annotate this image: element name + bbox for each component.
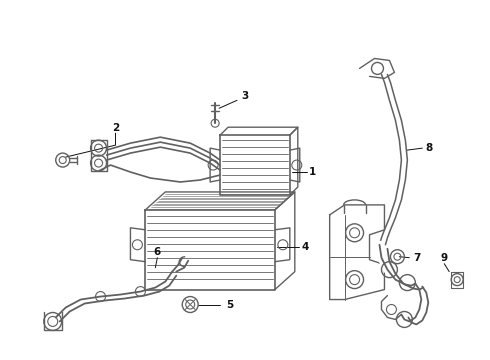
- Text: 8: 8: [426, 143, 433, 153]
- Text: 6: 6: [154, 247, 161, 257]
- Text: 1: 1: [309, 167, 317, 177]
- Text: 9: 9: [441, 253, 448, 263]
- Text: 7: 7: [414, 253, 421, 263]
- Text: 4: 4: [301, 242, 309, 252]
- Text: 3: 3: [242, 91, 248, 101]
- Text: 2: 2: [112, 123, 119, 133]
- Text: 5: 5: [226, 300, 234, 310]
